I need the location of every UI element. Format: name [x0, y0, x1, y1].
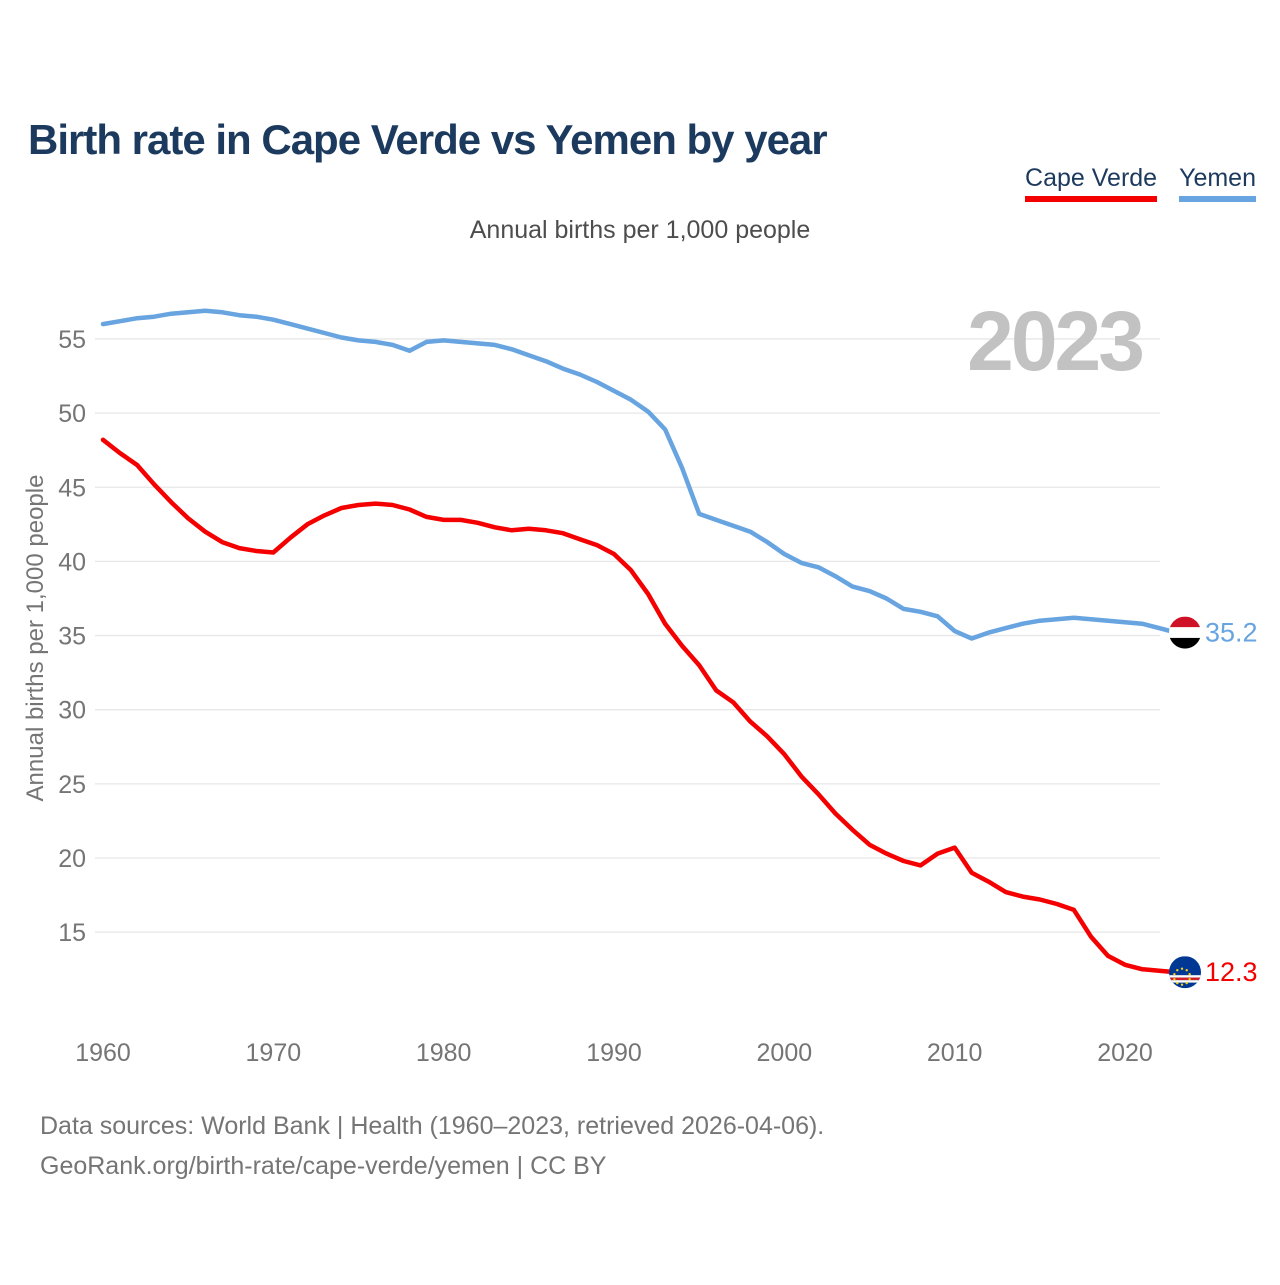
x-tick-label: 1980: [416, 1039, 472, 1067]
legend-item-yemen[interactable]: Yemen: [1179, 164, 1256, 202]
y-tick-label: 55: [58, 326, 86, 354]
series-line-cape-verde: [100, 437, 1179, 975]
x-tick-label: 2010: [927, 1039, 983, 1067]
y-tick-label: 20: [58, 845, 86, 873]
watermark-year: 2023: [967, 294, 1142, 388]
y-tick-label: 35: [58, 623, 86, 651]
y-tick-label: 25: [58, 771, 86, 799]
y-tick-label: 40: [58, 548, 86, 576]
end-value-label-yemen: 35.2: [1205, 618, 1258, 648]
chart-subtitle: Annual births per 1,000 people: [469, 216, 811, 244]
x-tick-label: 2020: [1097, 1039, 1153, 1067]
y-tick-label: 30: [58, 697, 86, 725]
legend-item-cape-verde[interactable]: Cape Verde: [1025, 164, 1158, 202]
series-line-yemen: [100, 308, 1179, 641]
chart-footer: Data sources: World Bank | Health (1960–…: [40, 1106, 824, 1186]
y-tick-label: 15: [58, 919, 86, 947]
end-value-label-cape-verde: 12.3: [1205, 957, 1258, 987]
x-tick-label: 1960: [75, 1039, 131, 1067]
page-title: Birth rate in Cape Verde vs Yemen by yea…: [28, 116, 828, 164]
footer-attribution: GeoRank.org/birth-rate/cape-verde/yemen …: [40, 1152, 607, 1180]
x-tick-label: 2000: [757, 1039, 813, 1067]
legend: Cape Verde Yemen: [1025, 164, 1256, 202]
footer-sources: Data sources: World Bank | Health (1960–…: [40, 1112, 825, 1140]
yemen-flag-icon: [1169, 616, 1201, 649]
y-tick-label: 50: [58, 400, 86, 428]
cape-verde-flag-icon: [1169, 956, 1201, 989]
y-axis-title: Annual births per 1,000 people: [22, 475, 49, 802]
x-tick-label: 1970: [246, 1039, 302, 1067]
y-tick-label: 45: [58, 474, 86, 502]
x-tick-label: 1990: [586, 1039, 642, 1067]
